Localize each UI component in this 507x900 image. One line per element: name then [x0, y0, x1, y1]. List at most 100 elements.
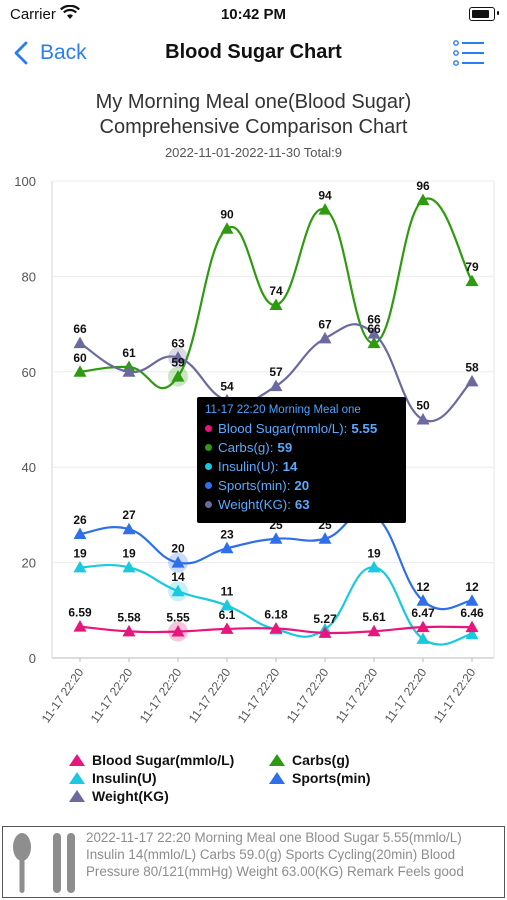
data-label: 6.47 — [411, 606, 435, 620]
data-point[interactable] — [318, 626, 332, 638]
data-point[interactable] — [465, 274, 479, 287]
data-point[interactable] — [318, 532, 332, 544]
data-point[interactable] — [171, 370, 185, 382]
data-label: 23 — [220, 527, 234, 541]
data-point[interactable] — [318, 331, 332, 344]
data-label: 66 — [73, 322, 87, 336]
data-label: 5.61 — [362, 610, 386, 624]
tooltip-value: 14 — [282, 459, 298, 474]
data-point[interactable] — [122, 522, 136, 535]
x-tick-label: 11-17 22:20 — [333, 665, 381, 725]
data-label: 79 — [465, 260, 479, 274]
data-point[interactable] — [73, 365, 87, 377]
legend-item[interactable]: Insulin(U) — [68, 770, 157, 786]
data-point[interactable] — [171, 584, 185, 597]
data-point[interactable] — [73, 620, 87, 632]
data-point[interactable] — [73, 560, 87, 573]
tooltip-label: Weight(KG): — [218, 497, 291, 512]
data-point[interactable] — [171, 556, 185, 568]
tooltip-dot — [205, 501, 212, 508]
utensils-icon — [13, 833, 75, 893]
series-line — [79, 197, 473, 390]
record-detail-panel[interactable]: 2022-11-17 22:20 Morning Meal one Blood … — [2, 826, 505, 898]
data-label: 14 — [171, 570, 185, 584]
data-point[interactable] — [220, 541, 234, 554]
data-point[interactable] — [269, 379, 283, 392]
data-point[interactable] — [367, 327, 381, 339]
data-point[interactable] — [318, 203, 332, 215]
x-tick-label: 11-17 22:20 — [235, 665, 283, 725]
data-point[interactable] — [416, 620, 430, 633]
y-tick-label: 80 — [22, 269, 36, 284]
y-tick-label: 60 — [22, 365, 36, 380]
back-button[interactable]: Back — [14, 38, 87, 68]
legend-triangle-icon — [69, 790, 85, 802]
data-point[interactable] — [465, 627, 479, 640]
battery-icon — [469, 7, 495, 21]
data-label: 60 — [73, 351, 87, 365]
chart-title-line-2: Comprehensive Comparison Chart — [99, 116, 408, 138]
data-label: 6.1 — [219, 608, 236, 622]
data-label: 5.58 — [117, 610, 141, 624]
carrier-label: Carrier — [10, 6, 56, 23]
data-point[interactable] — [269, 298, 283, 311]
legend-item[interactable]: Carbs(g) — [268, 752, 350, 768]
data-label: 6.46 — [460, 606, 484, 620]
x-tick-label: 11-17 22:20 — [137, 665, 185, 725]
data-point[interactable] — [122, 365, 136, 377]
legend-item[interactable]: Sports(min) — [268, 770, 371, 786]
data-point[interactable] — [465, 620, 479, 633]
tooltip-dot — [205, 444, 212, 451]
data-point[interactable] — [416, 413, 430, 425]
data-point[interactable] — [269, 622, 283, 634]
data-point[interactable] — [416, 193, 430, 206]
tooltip-value: 20 — [294, 478, 310, 493]
data-label: 59 — [171, 356, 185, 370]
data-point[interactable] — [73, 527, 87, 539]
series-line — [79, 510, 473, 611]
chevron-left-icon — [14, 41, 28, 65]
status-bar: Carrier 10:42 PM — [0, 0, 507, 30]
data-label: 12 — [416, 580, 430, 594]
chart-subtitle: 2022-11-01-2022-11-30 Total:9 — [164, 145, 343, 160]
data-label: 6.18 — [264, 608, 288, 622]
tooltip-header: 11-17 22:20 Morning Meal one — [205, 404, 361, 416]
chart-tooltip: 11-17 22:20 Morning Meal one Blood Sugar… — [197, 397, 406, 523]
data-point[interactable] — [171, 350, 185, 363]
x-tick-label: 11-17 22:20 — [284, 665, 332, 725]
data-point[interactable] — [220, 622, 234, 634]
data-point[interactable] — [269, 532, 283, 544]
tooltip-dot — [205, 463, 212, 470]
data-point[interactable] — [122, 560, 136, 573]
data-label: 66 — [367, 313, 381, 327]
data-point[interactable] — [220, 222, 234, 234]
data-point[interactable] — [465, 374, 479, 387]
y-tick-label: 40 — [22, 460, 36, 475]
clock: 10:42 PM — [220, 6, 287, 23]
data-point[interactable] — [122, 624, 136, 637]
data-label: 26 — [73, 513, 87, 527]
tooltip-row: Sports(min): 20 — [205, 476, 398, 495]
data-point[interactable] — [367, 336, 381, 349]
legend-triangle-icon — [269, 754, 285, 766]
data-point[interactable] — [367, 624, 381, 637]
data-label: 6.59 — [68, 606, 92, 620]
legend-item[interactable]: Blood Sugar(mmlo/L) — [68, 752, 234, 768]
y-tick-label: 0 — [29, 651, 36, 666]
tooltip-row: Insulin(U): 14 — [205, 457, 398, 476]
data-label: 67 — [318, 317, 332, 331]
data-label: 19 — [122, 546, 136, 560]
data-point[interactable] — [73, 336, 87, 349]
data-label: 5.55 — [166, 611, 190, 625]
data-point[interactable] — [465, 594, 479, 606]
data-point[interactable] — [416, 594, 430, 606]
legend-triangle-icon — [69, 754, 85, 766]
data-point[interactable] — [367, 560, 381, 573]
navigation-bar: Back Blood Sugar Chart — [0, 30, 507, 74]
data-point[interactable] — [416, 632, 430, 644]
legend-item[interactable]: Weight(KG) — [68, 788, 169, 804]
data-point[interactable] — [220, 599, 234, 611]
list-menu-button[interactable] — [453, 40, 485, 71]
data-point[interactable] — [171, 625, 185, 637]
